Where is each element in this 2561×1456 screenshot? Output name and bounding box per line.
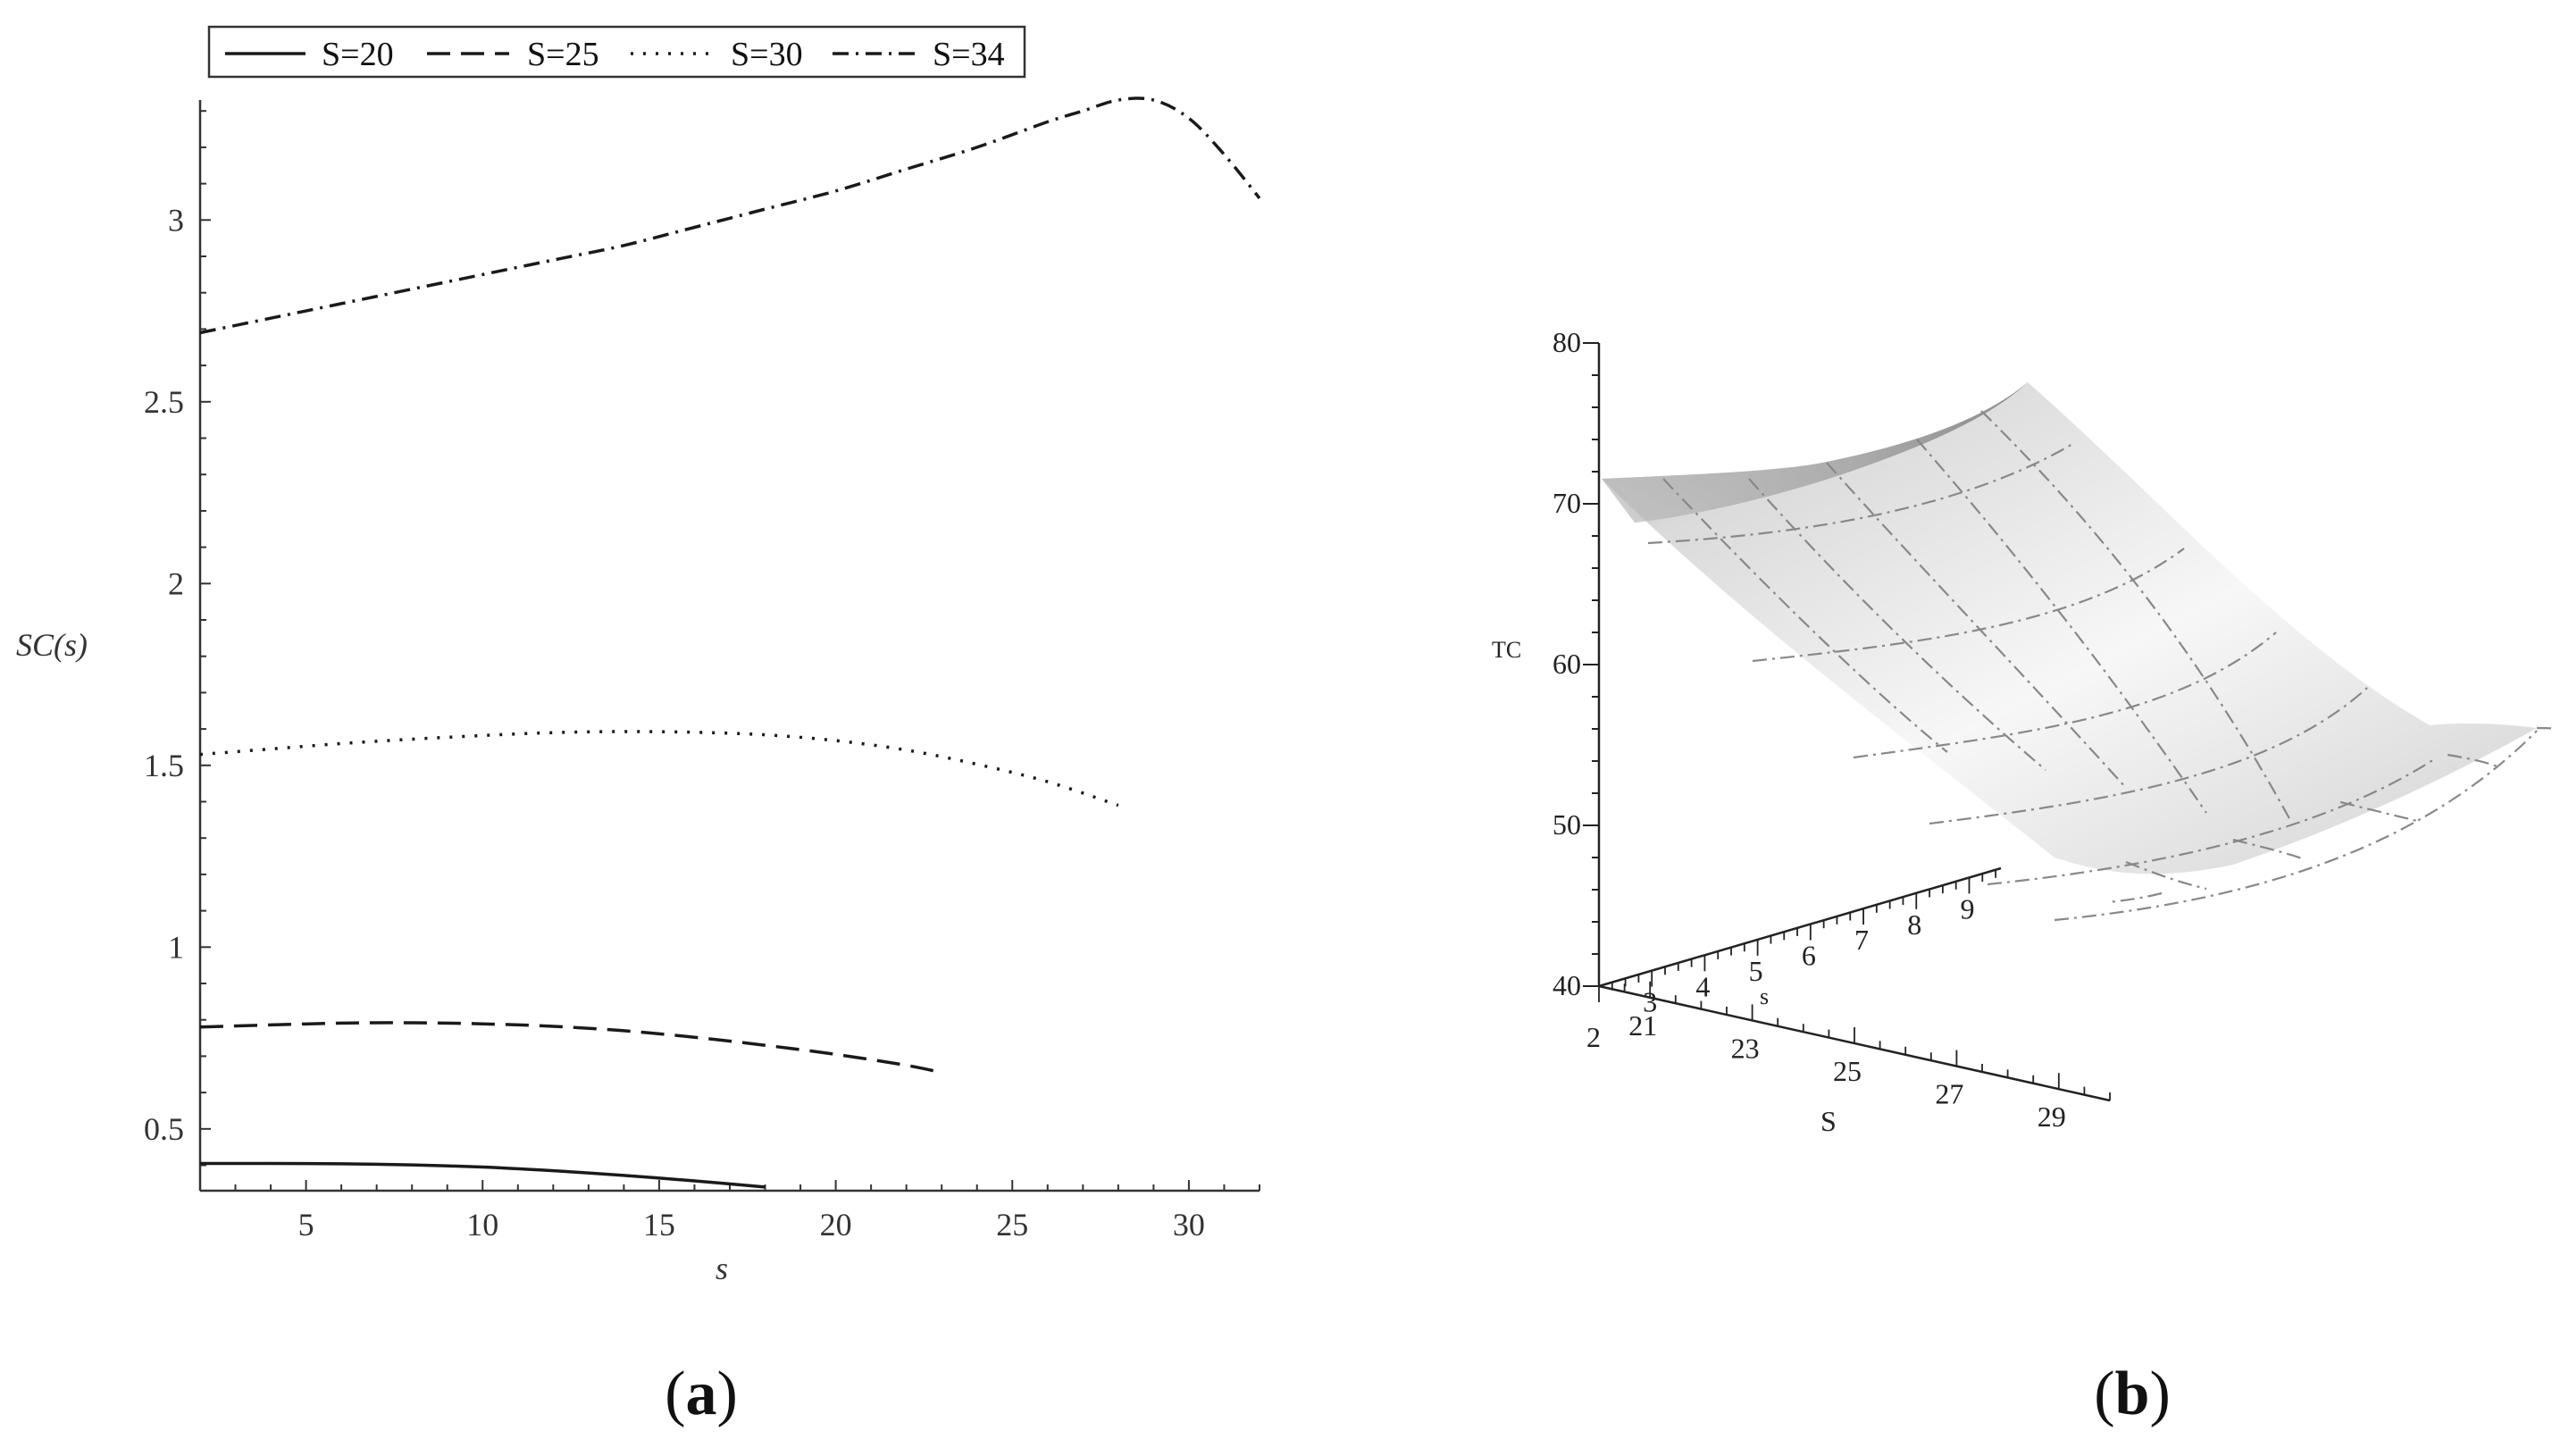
mesh-line <box>2232 838 2306 861</box>
z-tick-label: 80 <box>1553 326 1581 358</box>
legend-label-s30: S=30 <box>731 36 803 73</box>
S-tick-label: 23 <box>1731 1032 1760 1064</box>
mesh-line <box>1987 758 2435 886</box>
y-tick-label: 2.5 <box>144 384 184 420</box>
s-tick-label: 9 <box>1960 892 1974 925</box>
z-axis-ticks: 40 50 60 70 80 <box>1553 326 1599 1001</box>
y-tick-label: 2 <box>168 565 184 601</box>
s-tick-label: 7 <box>1854 924 1869 956</box>
x-tick-label: 30 <box>1173 1207 1205 1243</box>
axis-ticks <box>199 110 1260 1191</box>
mesh-line <box>1980 410 2292 823</box>
panel-label-b-text: (b) <box>2094 1360 2171 1428</box>
panel-label-a-letter: a <box>686 1360 717 1428</box>
y-axis-title: SC(s) <box>16 627 88 663</box>
y-tick-label: 1.5 <box>144 748 184 783</box>
S-tick-label: 21 <box>1628 1009 1657 1042</box>
panel-label-b-close: ) <box>2149 1360 2170 1428</box>
mesh-line <box>1916 439 2207 814</box>
mesh-line <box>1748 478 2046 771</box>
mesh-line <box>1662 478 1948 753</box>
series-line-s34 <box>199 96 1261 335</box>
surface-back-rim <box>1602 382 2028 523</box>
mesh-line <box>1826 462 2127 789</box>
x-tick-label: 10 <box>466 1207 498 1243</box>
series-line-s20 <box>199 1161 766 1189</box>
s-tick-label: 3 <box>1643 986 1657 1018</box>
mesh-line <box>1929 687 2368 825</box>
S-axis-title: S <box>1820 1105 1837 1137</box>
x-axis-title: s <box>716 1251 728 1286</box>
z-tick-label: 60 <box>1553 648 1581 680</box>
x-tick-label: 5 <box>298 1207 314 1243</box>
z-tick-label: 40 <box>1553 969 1581 1001</box>
s-tick-label: 2 <box>1586 1021 1601 1053</box>
s-axis-title: s <box>1760 983 1769 1009</box>
y-tick-label: 0.5 <box>144 1111 184 1147</box>
surface-edge-extensions <box>2107 726 2556 904</box>
panel-label-a-close: ) <box>717 1360 738 1428</box>
s-axis-line <box>1598 866 2002 988</box>
mesh-line <box>1752 548 2185 663</box>
s-axis-ticks: 2 3 4 5 6 7 8 9 <box>1586 869 1996 1053</box>
surface-body <box>1602 382 2537 874</box>
s-tick-label: 8 <box>1907 908 1921 941</box>
z-tick-label: 50 <box>1553 808 1581 841</box>
panel-label-b-letter: b <box>2115 1360 2150 1428</box>
mesh-line <box>2107 891 2163 904</box>
S-axis-ticks: 21 23 25 27 29 <box>1598 978 2111 1133</box>
z-axis-title: TC <box>1492 637 1521 663</box>
S-tick-label: 29 <box>2038 1100 2066 1133</box>
axis-tick-labels: 5 10 15 20 25 30 0.5 1 1.5 2 2.5 3 <box>144 202 1205 1243</box>
s-tick-label: 5 <box>1749 955 1763 987</box>
chart-legend: S=20 S=25 S=30 S=34 <box>207 25 1026 79</box>
S-tick-label: 25 <box>1833 1055 1862 1087</box>
surface-mesh-S <box>1647 442 2538 922</box>
legend-label-s25: S=25 <box>527 36 599 73</box>
legend-box <box>207 25 1026 79</box>
panel-label-a-open: ( <box>665 1360 685 1428</box>
panel-label-a-text: (a) <box>665 1360 738 1428</box>
x-tick-label: 20 <box>820 1207 852 1243</box>
y-tick-label: 1 <box>168 929 184 965</box>
mesh-line <box>2125 860 2207 891</box>
y-tick-label: 3 <box>168 202 184 238</box>
series-lines <box>199 96 1261 1189</box>
mesh-line <box>1853 632 2277 759</box>
series-line-s25 <box>199 1021 942 1075</box>
s-tick-label: 4 <box>1695 970 1710 1002</box>
mesh-line <box>1647 442 2075 545</box>
mesh-line <box>2054 730 2538 922</box>
line-chart-panel: S=20 S=25 S=30 S=34 5 10 15 20 25 30 0.5 1 1.5 2 2… <box>16 25 1261 1428</box>
mesh-line <box>2536 726 2556 731</box>
panel-label-b-open: ( <box>2094 1360 2114 1428</box>
S-tick-label: 27 <box>1935 1078 1963 1110</box>
legend-label-s34: S=34 <box>933 36 1005 73</box>
x-tick-label: 25 <box>996 1207 1028 1243</box>
series-line-s30 <box>199 730 1119 807</box>
s-tick-label: 6 <box>1802 940 1816 972</box>
x-tick-label: 15 <box>643 1207 675 1243</box>
legend-label-s20: S=20 <box>322 36 394 73</box>
mesh-line <box>2339 800 2422 824</box>
z-tick-label: 70 <box>1553 487 1581 519</box>
surface-mesh-s <box>1662 410 2292 823</box>
mesh-line <box>2447 753 2502 769</box>
